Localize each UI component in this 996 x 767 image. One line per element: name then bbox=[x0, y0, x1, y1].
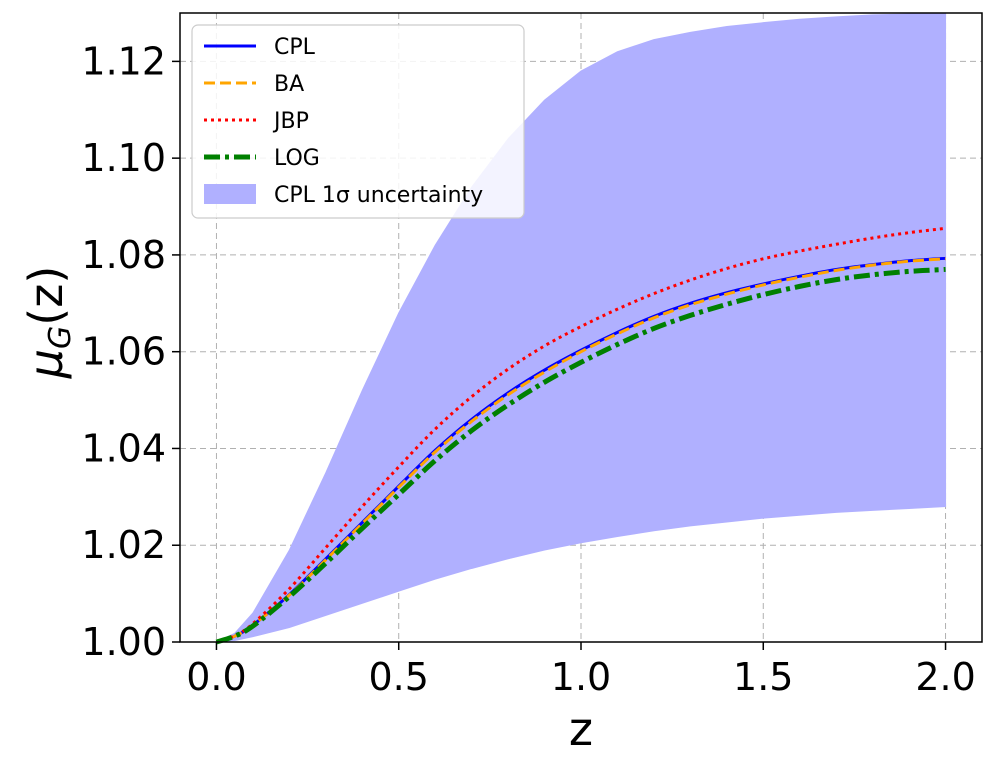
legend-label-cpl: CPL bbox=[274, 35, 316, 60]
y-axis-ticks: 1.00 1.02 1.04 1.06 1.08 1.10 1.12 bbox=[81, 39, 180, 664]
x-tick-label-0: 0.0 bbox=[186, 655, 246, 699]
legend-label-ba: BA bbox=[274, 72, 304, 97]
legend: CPL BA JBP LOG CPL 1σ uncertainty bbox=[191, 24, 525, 219]
y-tick-label-0: 1.00 bbox=[81, 620, 166, 664]
legend-label-jbp: JBP bbox=[272, 109, 309, 134]
legend-label-band: CPL 1σ uncertainty bbox=[274, 183, 483, 208]
x-tick-label-3: 1.5 bbox=[733, 655, 793, 699]
x-tick-label-1: 0.5 bbox=[369, 655, 429, 699]
legend-label-log: LOG bbox=[274, 146, 320, 171]
x-tick-label-4: 2.0 bbox=[915, 655, 975, 699]
y-tick-label-1: 1.02 bbox=[81, 523, 166, 567]
legend-box bbox=[191, 24, 525, 219]
series-layer bbox=[215, 226, 946, 645]
y-axis-label: μG(z) bbox=[19, 266, 78, 380]
x-axis-label: z bbox=[569, 702, 593, 756]
series-line-log bbox=[215, 266, 946, 645]
y-tick-label-2: 1.04 bbox=[81, 426, 166, 470]
x-axis-ticks: 0.0 0.5 1.0 1.5 2.0 bbox=[186, 642, 976, 699]
y-tick-label-4: 1.08 bbox=[81, 233, 166, 277]
y-tick-label-5: 1.10 bbox=[81, 136, 166, 180]
x-tick-label-2: 1.0 bbox=[551, 655, 611, 699]
y-tick-label-3: 1.06 bbox=[81, 330, 166, 374]
series-line-jbp bbox=[215, 226, 946, 644]
legend-swatch-band bbox=[204, 184, 256, 204]
y-tick-label-6: 1.12 bbox=[81, 39, 166, 83]
